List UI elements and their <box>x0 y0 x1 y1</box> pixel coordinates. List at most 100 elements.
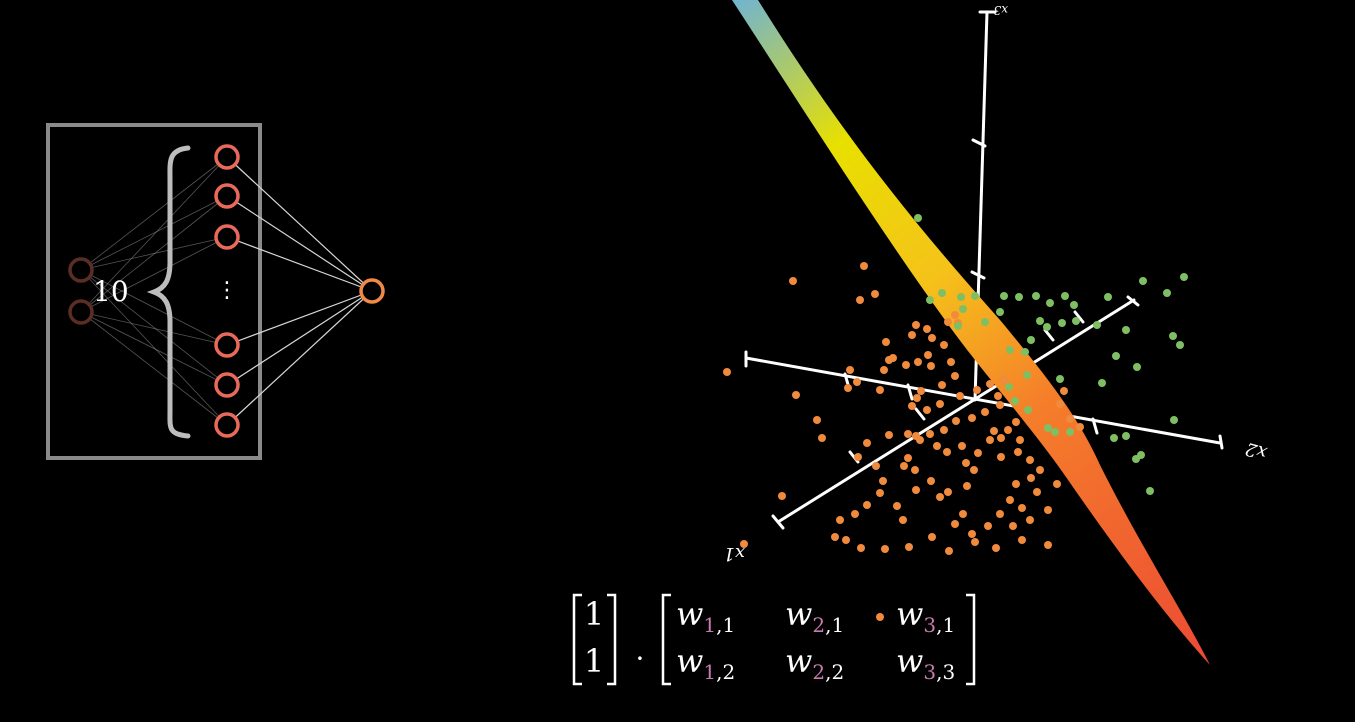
orange-class-point <box>951 372 959 380</box>
vector-right-bracket <box>607 593 617 686</box>
x1-axis-label: x1 <box>723 543 745 564</box>
x2-axis-right-tick <box>1218 434 1224 450</box>
green-class-point <box>1027 336 1035 344</box>
orange-class-point <box>1026 516 1034 524</box>
input-hidden-edge <box>80 269 228 346</box>
orange-class-point <box>973 386 981 394</box>
output-neuron <box>359 278 385 304</box>
axes <box>744 10 1224 530</box>
hidden-output-edge <box>226 290 373 426</box>
matrix-cell-1-1: w1,1 <box>676 595 735 637</box>
green-class-point <box>959 305 967 313</box>
orange-class-point <box>880 366 888 374</box>
axis-tick <box>914 407 926 421</box>
axis-ticks <box>843 138 1099 464</box>
orange-class-point <box>1066 415 1074 423</box>
green-class-point <box>1046 299 1054 307</box>
green-class-point <box>1005 383 1013 391</box>
orange-class-point <box>952 417 960 425</box>
orange-class-point <box>904 454 912 462</box>
hidden-neuron <box>214 332 240 358</box>
scatter-3d-plot: x1 x2 x3 <box>723 0 1269 665</box>
orange-class-point <box>871 290 879 298</box>
orange-class-point <box>789 277 797 285</box>
orange-class-point <box>938 381 946 389</box>
vector-entry-2: 1 <box>584 642 604 680</box>
orange-class-point <box>923 406 931 414</box>
green-class-point <box>1072 317 1080 325</box>
orange-class-point <box>951 311 959 319</box>
orange-class-point <box>881 545 889 553</box>
orange-class-point <box>986 380 994 388</box>
orange-class-point <box>914 358 922 366</box>
green-class-point <box>1056 375 1064 383</box>
input-hidden-edge <box>80 195 228 271</box>
green-class-point <box>996 308 1004 316</box>
network-frame <box>46 123 262 460</box>
orange-class-point <box>876 613 884 621</box>
orange-class-point <box>927 362 935 370</box>
green-class-point <box>1032 292 1040 300</box>
green-class-point <box>1163 289 1171 297</box>
green-class-point <box>1098 379 1106 387</box>
orange-class-point <box>863 501 871 509</box>
x1-axis-end-tick <box>771 514 785 530</box>
x1-axis <box>776 298 1136 524</box>
orange-class-point <box>944 318 952 326</box>
green-class-point <box>1051 428 1059 436</box>
orange-class-point <box>940 426 948 434</box>
network-edges <box>80 156 373 426</box>
green-class-point <box>957 293 965 301</box>
orange-class-point <box>945 547 953 555</box>
hidden-output-edge <box>226 236 373 292</box>
orange-class-point <box>1060 387 1068 395</box>
axis-tick <box>1073 310 1085 324</box>
orange-class-point <box>940 341 948 349</box>
orange-class-point <box>899 516 907 524</box>
orange-class-point <box>951 520 959 528</box>
green-class-point <box>1036 317 1044 325</box>
hidden-ellipsis: ⋮ <box>216 278 238 303</box>
hidden-neuron <box>214 144 240 170</box>
orange-class-point <box>904 430 912 438</box>
green-class-point <box>1070 301 1078 309</box>
orange-class-point <box>996 510 1004 518</box>
x3-axis-label: x3 <box>993 3 1008 17</box>
input-hidden-edge <box>80 195 228 313</box>
orange-class-point <box>1000 376 1008 384</box>
orange-class-point <box>912 321 920 329</box>
green-class-point <box>1006 346 1014 354</box>
vector-left-bracket <box>572 593 582 686</box>
decision-surface <box>732 0 1210 665</box>
green-class-point <box>926 296 934 304</box>
orange-class-point <box>968 530 976 538</box>
orange-class-point <box>924 351 932 359</box>
matrix-cell-2-3: w3,3 <box>896 642 955 684</box>
green-class-point <box>1170 416 1178 424</box>
orange-class-point <box>981 408 989 416</box>
axis-tick <box>971 138 987 148</box>
hidden-count-label: 10 <box>93 275 129 308</box>
equation: 1 1 · w1,1 w2,1 w3,1 w1,2 w2,2 w3,3 <box>572 593 976 686</box>
x1-axis-far-tick <box>1126 295 1140 307</box>
orange-class-point <box>944 488 952 496</box>
green-class-point <box>1024 406 1032 414</box>
orange-class-point <box>990 427 998 435</box>
x2-axis <box>744 356 1222 445</box>
orange-class-point <box>1012 418 1020 426</box>
green-class-point <box>1180 273 1188 281</box>
axis-tick <box>970 270 986 280</box>
orange-class-point <box>831 533 839 541</box>
orange-class-point <box>968 414 976 422</box>
orange-class-point <box>1044 541 1052 549</box>
green-class-point <box>1110 434 1118 442</box>
orange-class-point <box>911 466 919 474</box>
matrix-cell-1-2: w2,1 <box>785 595 844 637</box>
orange-class-point <box>947 358 955 366</box>
orange-class-point <box>1036 466 1044 474</box>
input-hidden-edge <box>80 311 228 346</box>
orange-class-point <box>928 334 936 342</box>
input-hidden-edge <box>80 156 228 271</box>
orange-class-point <box>974 449 982 457</box>
orange-class-point <box>1076 423 1084 431</box>
